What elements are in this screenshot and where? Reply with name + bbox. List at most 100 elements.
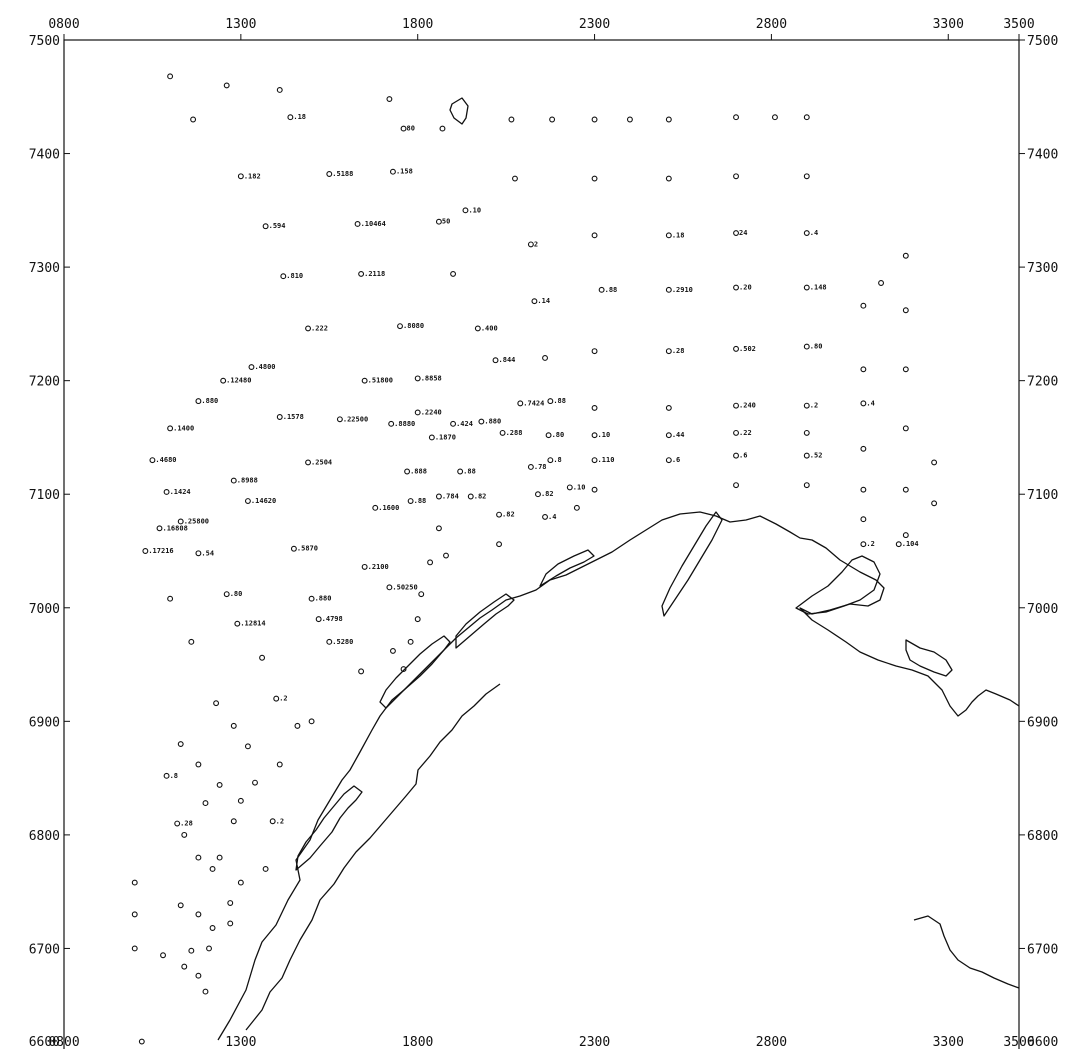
- station-marker: [237, 797, 244, 804]
- station-marker: [305, 325, 312, 332]
- station-marker: [860, 541, 867, 548]
- station-marker: [216, 781, 223, 788]
- station-value-label: .17216: [148, 547, 173, 555]
- station-marker: [223, 82, 230, 89]
- x-tick-label-bottom: 2300: [579, 1035, 610, 1049]
- station-marker: [195, 761, 202, 768]
- island-kvaloya: [539, 549, 595, 587]
- station-value-label: .594: [269, 222, 286, 230]
- station-value-label: .5188: [332, 170, 353, 178]
- station-marker: [308, 595, 315, 602]
- x-tick-label-top: 1300: [225, 17, 256, 32]
- station-value-label: .10: [573, 483, 586, 491]
- station-marker: [414, 616, 421, 623]
- island-lofoten: [295, 785, 363, 871]
- station-marker: [492, 357, 499, 364]
- station-marker: [195, 398, 202, 405]
- station-value-label: .2: [276, 817, 284, 825]
- station-value-label: .12814: [240, 620, 265, 628]
- station-marker: [407, 638, 414, 645]
- station-marker: [213, 700, 220, 707]
- station-marker: [549, 116, 556, 123]
- station-value-label: .6: [739, 452, 747, 460]
- station-marker: [450, 420, 457, 427]
- y-tick-label-right: 7100: [1027, 488, 1058, 503]
- station-marker: [188, 638, 195, 645]
- station-marker: [386, 584, 393, 591]
- station-marker: [902, 425, 909, 432]
- station-value-label: 24: [739, 229, 747, 237]
- station-marker: [273, 695, 280, 702]
- station-marker: [902, 486, 909, 493]
- station-marker: [174, 820, 181, 827]
- island-soroya: [661, 511, 723, 617]
- station-marker: [733, 345, 739, 352]
- station-value-label: .148: [810, 284, 827, 292]
- station-marker: [665, 286, 672, 293]
- station-marker: [542, 513, 548, 520]
- station-marker: [195, 550, 202, 557]
- station-value-label: .88: [553, 397, 566, 405]
- station-value-label: .25800: [184, 517, 209, 525]
- station-value-label: .1424: [170, 488, 191, 496]
- station-marker: [591, 232, 598, 239]
- station-marker: [733, 429, 739, 436]
- station-marker: [216, 854, 223, 861]
- station-value-label: .20: [739, 284, 752, 292]
- station-value-label: .1870: [435, 433, 456, 441]
- station-value-label: .810: [286, 272, 303, 280]
- station-marker: [358, 668, 365, 675]
- station-marker: [315, 616, 322, 623]
- station-marker: [428, 434, 435, 441]
- station-value-label: .80: [230, 590, 243, 598]
- x-tick-label-bottom: 1300: [225, 1035, 256, 1049]
- station-marker: [237, 879, 244, 886]
- station-marker: [209, 925, 216, 931]
- y-tick-label-left: 7400: [29, 148, 60, 163]
- station-value-label: .44: [672, 431, 685, 439]
- peninsula-nordkyn: [795, 555, 881, 615]
- station-value-label: .16808: [163, 524, 188, 532]
- station-marker: [527, 464, 534, 470]
- station-marker: [287, 114, 294, 121]
- station-value-label: .4: [548, 513, 556, 521]
- station-marker: [177, 902, 184, 909]
- station-marker: [626, 116, 633, 123]
- station-marker: [733, 173, 739, 180]
- station-marker: [860, 516, 867, 523]
- x-tick-label-bottom: 1800: [402, 1035, 433, 1049]
- station-marker: [462, 207, 469, 214]
- station-marker: [478, 418, 485, 425]
- station-value-label: .52: [810, 452, 823, 460]
- station-marker: [457, 468, 464, 475]
- station-marker: [547, 398, 554, 405]
- station-marker: [389, 647, 396, 654]
- station-marker: [733, 284, 739, 291]
- y-tick-label-right: 7300: [1027, 261, 1058, 276]
- station-marker: [138, 1038, 145, 1045]
- coastline: [217, 97, 1020, 1041]
- x-tick-label-bottom: 3500: [1003, 1035, 1034, 1049]
- station-value-label: .10464: [361, 220, 386, 228]
- station-marker: [234, 620, 241, 627]
- station-marker: [418, 591, 425, 598]
- station-value-label: .784: [442, 492, 459, 500]
- station-marker: [280, 273, 287, 280]
- station-marker: [269, 818, 276, 825]
- station-value-label: .880: [201, 397, 218, 405]
- y-tick-label-right: 6700: [1027, 942, 1058, 957]
- station-value-label: .82: [541, 490, 554, 498]
- axis-labels: 0800 1300 1800 2300 2800 3300 3500 0800 1300 1800…: [29, 17, 1059, 1050]
- station-marker: [163, 489, 170, 495]
- station-value-label: .18: [293, 113, 306, 121]
- station-marker: [733, 452, 739, 459]
- station-value-label: .4798: [322, 615, 343, 623]
- station-value-label: .8080: [403, 322, 424, 330]
- station-marker: [591, 348, 598, 355]
- station-marker: [931, 459, 938, 466]
- station-value-label: .4: [810, 229, 818, 237]
- station-value-label: .880: [484, 418, 501, 426]
- station-value-label: .28: [672, 347, 685, 355]
- station-marker: [598, 286, 605, 293]
- station-marker: [902, 307, 909, 314]
